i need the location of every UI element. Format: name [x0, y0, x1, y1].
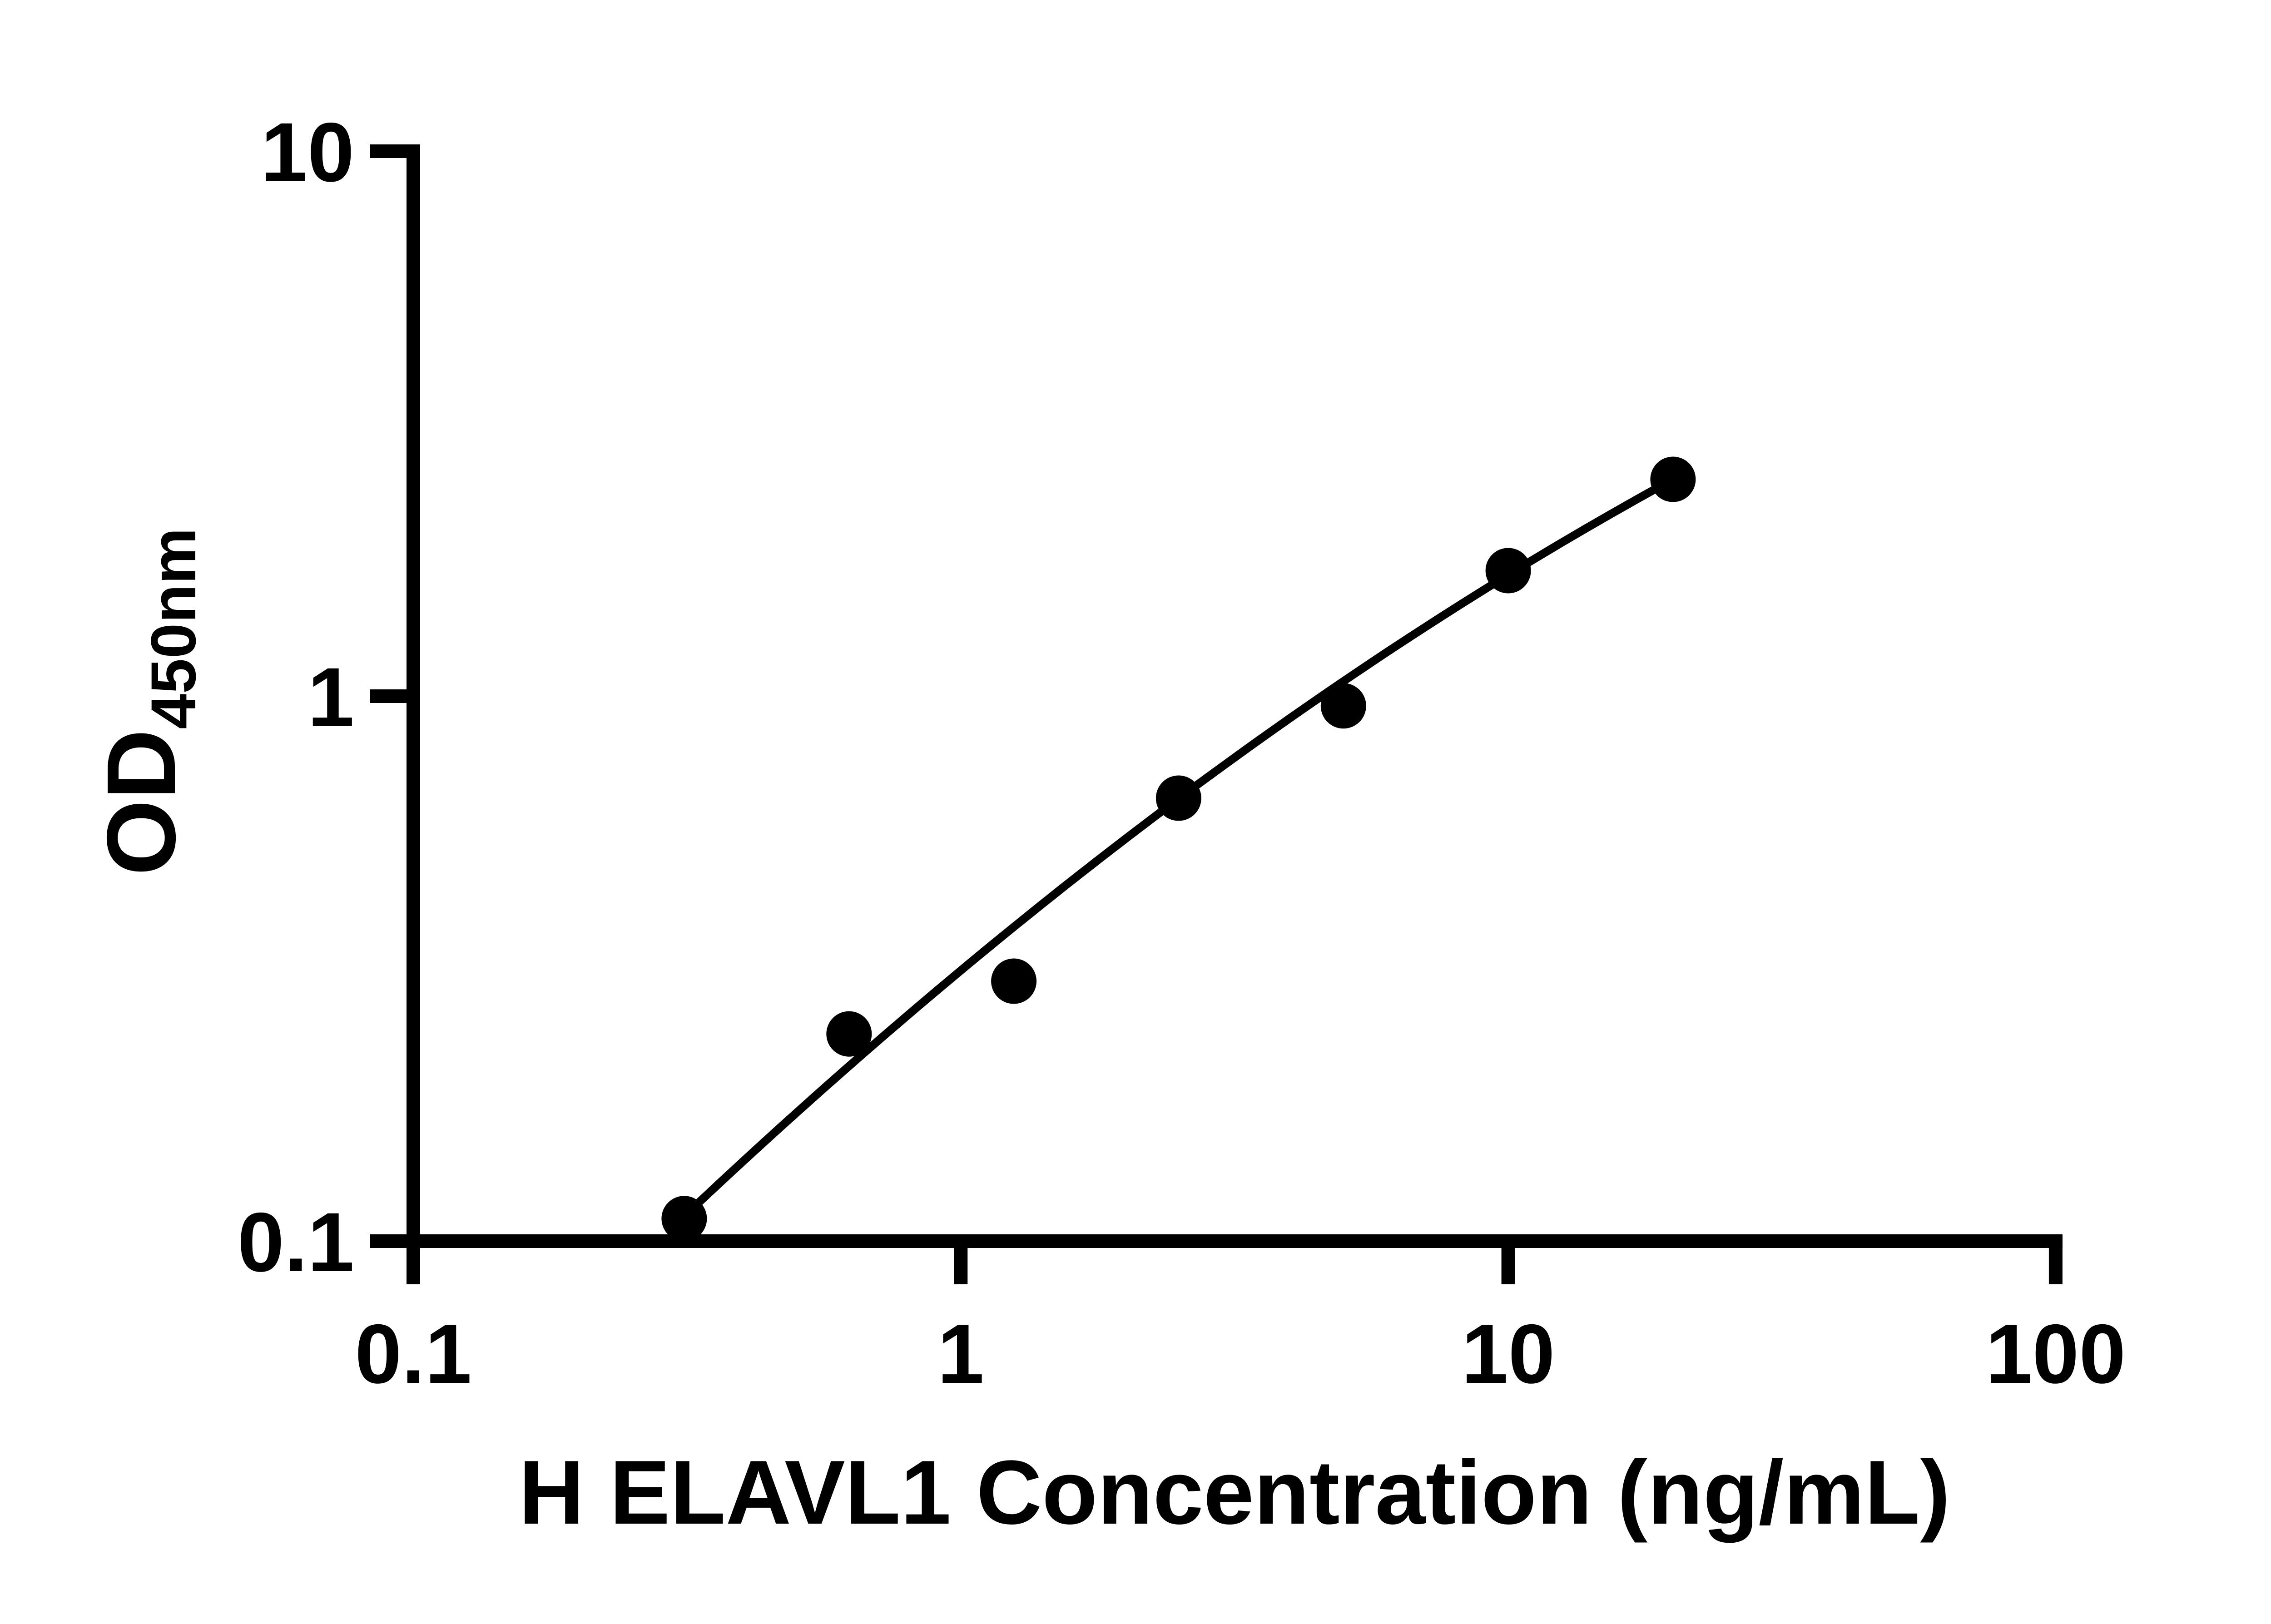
- y-axis-title-main: OD: [86, 729, 196, 876]
- x-tick-label-1: 1: [937, 1307, 984, 1401]
- data-point-x10: [1485, 548, 1531, 594]
- data-point-x2.5: [1155, 775, 1201, 821]
- y-axis-title: OD450nm: [86, 528, 209, 876]
- y-axis-ticks: 10 1 0.1: [238, 106, 413, 1289]
- y-tick-label-0.1: 0.1: [238, 1196, 354, 1289]
- y-axis-title-subscript: 450nm: [138, 528, 209, 729]
- data-point-x5: [1320, 683, 1366, 729]
- data-point-x0.3125: [661, 1196, 707, 1242]
- fitted-curve: [680, 475, 1677, 1220]
- data-point-x1.25: [991, 958, 1037, 1004]
- x-axis-ticks: 0.1 1 10 100: [355, 1241, 2126, 1401]
- x-tick-label-10: 10: [1462, 1307, 1555, 1401]
- y-tick-label-10: 10: [261, 106, 354, 199]
- data-point-x0.625: [826, 1011, 872, 1057]
- data-point-x20: [1650, 456, 1696, 502]
- x-tick-label-100: 100: [1986, 1307, 2126, 1401]
- x-tick-label-0.1: 0.1: [355, 1307, 471, 1401]
- x-axis-title: H ELAVL1 Concentration (ng/mL): [519, 1442, 1950, 1543]
- y-tick-label-1: 1: [307, 651, 354, 744]
- data-points: [661, 456, 1696, 1242]
